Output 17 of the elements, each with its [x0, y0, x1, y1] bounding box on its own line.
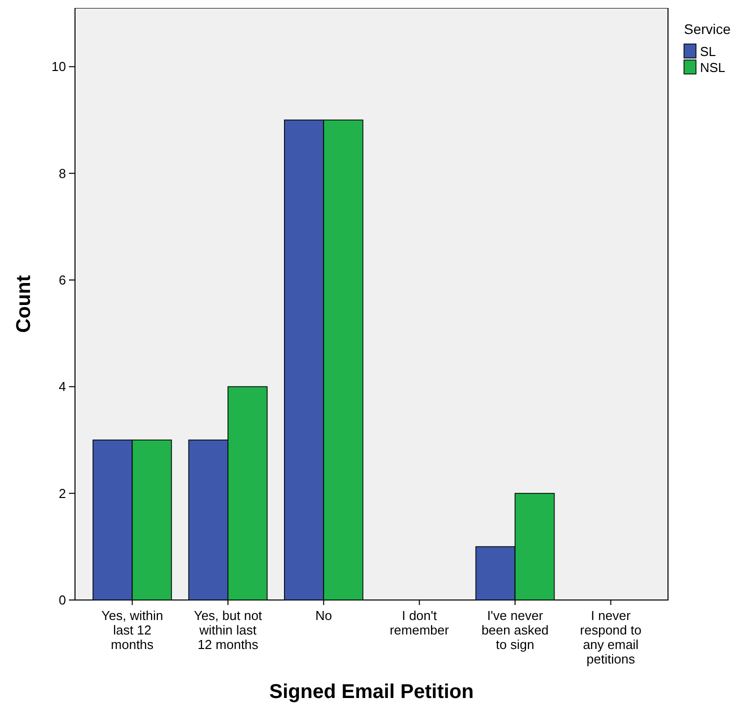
x-axis-title: Signed Email Petition [269, 681, 474, 703]
legend-label: SL [700, 44, 716, 59]
x-tick-label: No [315, 608, 332, 623]
legend-title: Service [684, 21, 731, 37]
x-tick-label: I've never been asked to sign [481, 608, 549, 652]
x-tick-label: Yes, but not within last 12 months [194, 608, 262, 652]
x-tick-label: I don't remember [390, 608, 450, 638]
y-tick-label: 8 [58, 166, 66, 181]
y-tick-label: 10 [52, 59, 66, 74]
x-tick-label: Yes, within last 12 months [101, 608, 164, 652]
legend-label: NSL [700, 60, 726, 75]
y-tick-label: 4 [58, 379, 66, 394]
y-tick-label: 2 [58, 486, 66, 501]
y-tick-label: 6 [58, 272, 66, 288]
y-tick-label: 0 [58, 592, 66, 608]
x-tick-label: I never respond to any email petitions [580, 608, 642, 666]
y-axis-title: Count [13, 274, 35, 333]
